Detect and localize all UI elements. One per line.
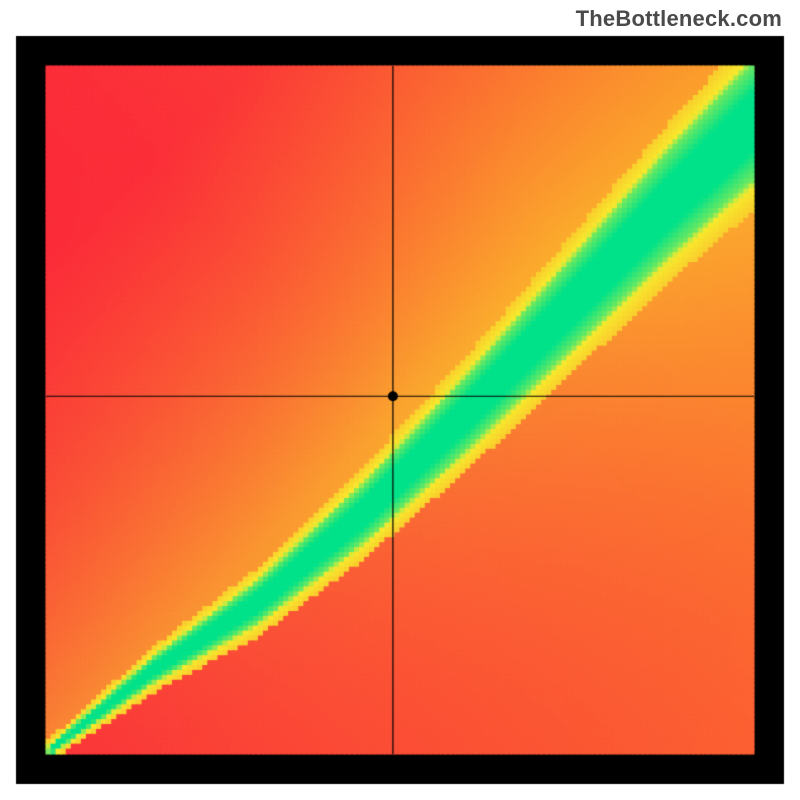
- watermark-text: TheBottleneck.com: [576, 6, 782, 32]
- heatmap-canvas: [0, 0, 800, 800]
- chart-container: TheBottleneck.com: [0, 0, 800, 800]
